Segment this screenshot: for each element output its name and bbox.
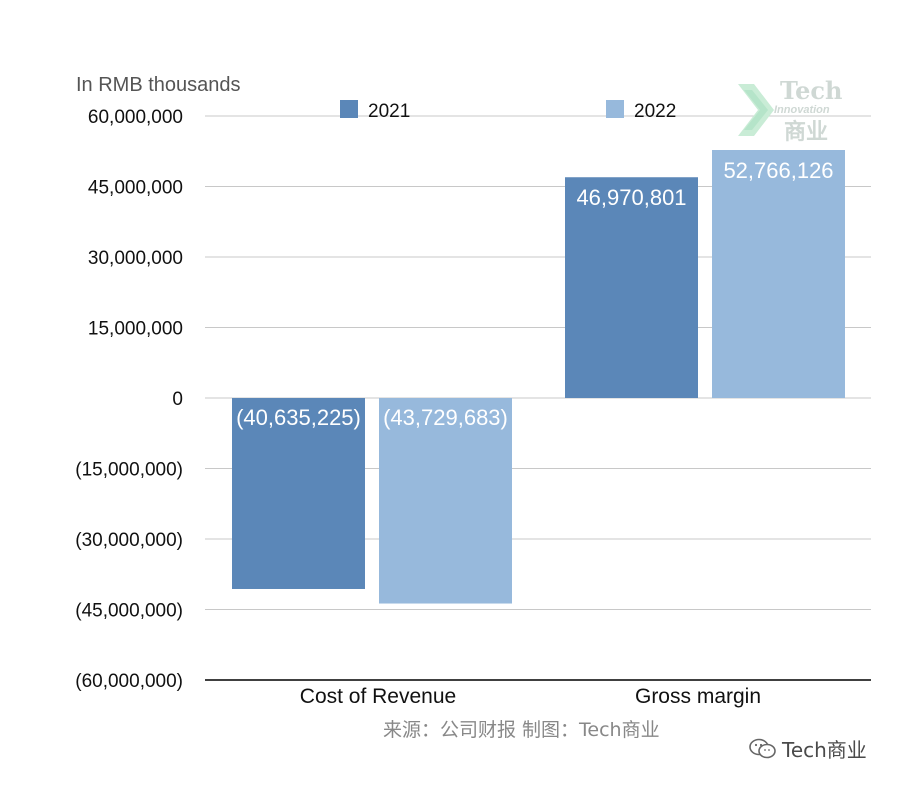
source-caption: 来源：公司财报 制图：Tech商业 bbox=[383, 719, 660, 741]
y-tick-label: 0 bbox=[172, 389, 183, 410]
data-label: (43,729,683) bbox=[383, 405, 508, 430]
wechat-icon bbox=[749, 738, 776, 758]
y-tick-label: (45,000,000) bbox=[75, 601, 183, 622]
logo-text-tech: Tech bbox=[780, 76, 843, 105]
watermark-text: Tech商业 bbox=[782, 738, 867, 762]
chevron-logo-icon bbox=[738, 84, 774, 136]
y-tick-label: 60,000,000 bbox=[88, 107, 183, 128]
legend-label: 2022 bbox=[634, 101, 676, 122]
y-tick-label: 15,000,000 bbox=[88, 319, 183, 340]
unit-label: In RMB thousands bbox=[76, 74, 241, 96]
data-label: 46,970,801 bbox=[576, 185, 686, 210]
wechat-watermark: Tech商业 bbox=[748, 734, 867, 763]
y-tick-label: (30,000,000) bbox=[75, 530, 183, 551]
logo-text-innovation: Innovation bbox=[774, 104, 830, 116]
legend-label: 2021 bbox=[368, 101, 410, 122]
x-category-label: Gross margin bbox=[635, 685, 761, 708]
data-label: 52,766,126 bbox=[723, 158, 833, 183]
y-tick-label: 30,000,000 bbox=[88, 248, 183, 269]
x-category-label: Cost of Revenue bbox=[300, 685, 456, 708]
legend-swatch bbox=[340, 100, 358, 118]
bar bbox=[565, 177, 698, 398]
bar bbox=[232, 398, 365, 589]
y-tick-label: (15,000,000) bbox=[75, 460, 183, 481]
y-tick-label: 45,000,000 bbox=[88, 178, 183, 199]
brand-logo: Tech Innovation 商业 bbox=[736, 76, 856, 145]
bar bbox=[379, 398, 512, 604]
legend-swatch bbox=[606, 100, 624, 118]
y-tick-label: (60,000,000) bbox=[75, 671, 183, 692]
bar bbox=[712, 149, 845, 398]
logo-text-cn: 商业 bbox=[784, 120, 829, 145]
data-label: (40,635,225) bbox=[236, 405, 361, 430]
